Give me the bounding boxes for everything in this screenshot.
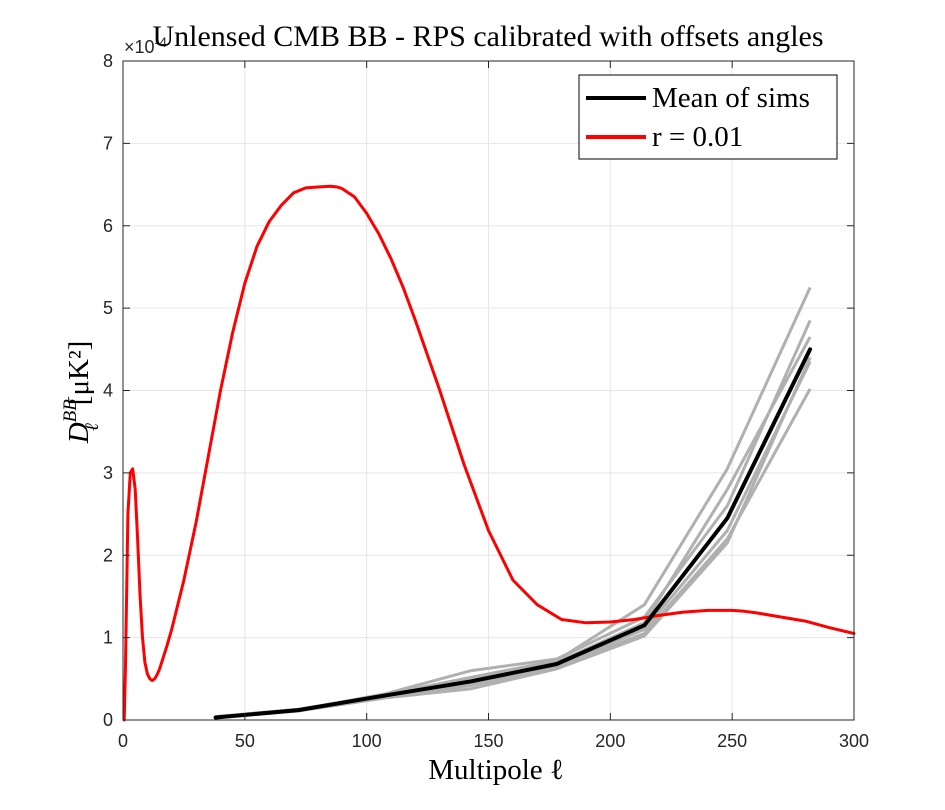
x-tick-label: 0 [118,731,128,751]
chart-title: Unlensed CMB BB - RPS calibrated with of… [152,20,823,53]
x-axis-label: Multipole ℓ [428,754,564,786]
y-tick-label: 4 [103,381,113,401]
legend: Mean of sims r = 0.01 [578,74,838,160]
legend-label-mean: Mean of sims [652,82,810,114]
y-tick-label: 8 [103,51,113,71]
x-tick-label: 100 [352,731,382,751]
exponent-base: ×10 [124,37,155,57]
series-lines [122,184,856,722]
series-line-mean-of-sims [213,347,813,720]
ylabel-units: [μK²] [63,341,95,406]
svg-text:DBBℓ[μK²]: DBBℓ [μK²] [60,341,103,445]
y-tick-label: 0 [103,710,113,730]
ylabel-sub: ℓ [82,423,103,431]
legend-box [578,74,838,160]
x-tick-label: 200 [595,731,625,751]
y-tick-label: 5 [103,298,113,318]
exponent-power: -4 [155,34,168,50]
ticks: 0 50 100 150 200 250 300 0 1 2 3 4 5 6 7 8 [103,51,869,751]
legend-label-r: r = 0.01 [652,121,743,153]
y-exponent-label: ×10-4 [124,34,167,57]
x-tick-label: 250 [717,731,747,751]
x-tick-label: 150 [473,731,503,751]
y-tick-label: 1 [103,628,113,648]
y-tick-label: 6 [103,216,113,236]
y-tick-label: 2 [103,545,113,565]
x-tick-label: 50 [235,731,255,751]
y-tick-label: 7 [103,133,113,153]
x-tick-label: 300 [839,731,869,751]
series-line-r-0-01 [122,184,856,722]
y-tick-label: 3 [103,463,113,483]
y-axis-label: DBBℓ [μK²] [60,341,103,445]
ylabel-main: D [63,422,95,444]
grid [123,61,854,720]
ylabel-sup: BB [60,399,81,423]
